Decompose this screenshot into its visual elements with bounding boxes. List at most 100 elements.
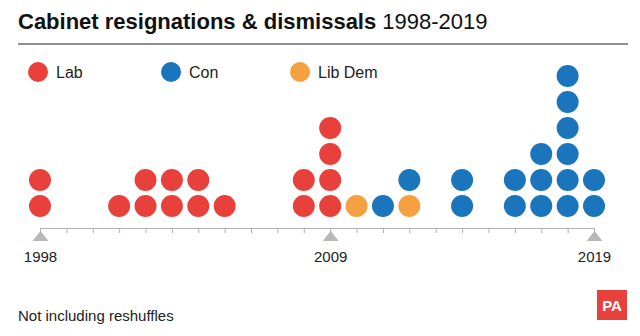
logo: PA (602, 297, 622, 314)
tick-mark (66, 228, 67, 233)
legend-swatch (161, 62, 181, 82)
tick (66, 228, 67, 233)
dot (398, 195, 420, 217)
dot (372, 195, 394, 217)
dot (451, 195, 473, 217)
dot (187, 169, 209, 191)
tick (93, 228, 94, 233)
tick-mark (488, 228, 489, 233)
tick-mark (357, 228, 358, 233)
tick-mark (409, 228, 410, 233)
tick (541, 228, 542, 233)
tick-mark (93, 228, 94, 233)
dot (557, 117, 579, 139)
tick (462, 228, 463, 233)
tick (488, 228, 489, 233)
tick (383, 228, 384, 233)
legend-item: Lib Dem (290, 62, 378, 82)
tick-mark (251, 228, 252, 233)
dot (557, 91, 579, 113)
tick-mark (172, 228, 173, 233)
tick-mark (198, 228, 199, 233)
dot (504, 169, 526, 191)
tick (119, 228, 120, 233)
tick: 1998 (24, 228, 57, 265)
tick-triangle (323, 231, 339, 241)
legend-label: Con (189, 64, 218, 81)
legend-swatch (290, 62, 310, 82)
dot (398, 169, 420, 191)
dot (161, 169, 183, 191)
tick-mark (146, 228, 147, 233)
tick-mark (462, 228, 463, 233)
dot (557, 195, 579, 217)
x-axis: 1998 2009 2019 (24, 228, 611, 265)
dot (451, 169, 473, 191)
footnote: Not including reshuffles (18, 307, 174, 324)
dot (187, 195, 209, 217)
dot (530, 143, 552, 165)
dot (161, 195, 183, 217)
dot (583, 169, 605, 191)
logo-box (597, 290, 627, 320)
dot (504, 195, 526, 217)
tick-mark (277, 228, 278, 233)
tick (146, 228, 147, 233)
tick-mark (383, 228, 384, 233)
chart: Cabinet resignations & dismissals1998-20… (0, 0, 640, 336)
tick (515, 228, 516, 233)
tick (436, 228, 437, 233)
tick: 2019 (578, 228, 611, 265)
dot (530, 169, 552, 191)
dot (557, 169, 579, 191)
tick-mark (304, 228, 305, 233)
subtitle: 1998-2019 (382, 9, 487, 34)
legend-item: Con (161, 62, 218, 82)
title-main: Cabinet resignations & dismissals (18, 9, 376, 34)
tick (409, 228, 410, 233)
dot (293, 169, 315, 191)
tick-mark (225, 228, 226, 233)
tick-label: 2019 (578, 248, 611, 265)
legend-label: Lab (56, 64, 83, 81)
dot (319, 195, 341, 217)
dot (583, 195, 605, 217)
dot (29, 195, 51, 217)
dot (319, 143, 341, 165)
tick (304, 228, 305, 233)
tick-triangle (587, 231, 603, 241)
title: Cabinet resignations & dismissals1998-20… (18, 9, 487, 34)
tick-mark (515, 228, 516, 233)
tick-mark (568, 228, 569, 233)
tick (225, 228, 226, 233)
axis-line (41, 228, 595, 229)
tick-triangle (33, 231, 49, 241)
dot (29, 169, 51, 191)
tick-label: 1998 (24, 248, 57, 265)
tick (198, 228, 199, 233)
tick-mark (436, 228, 437, 233)
tick (251, 228, 252, 233)
tick (568, 228, 569, 233)
dot (319, 169, 341, 191)
tick (172, 228, 173, 233)
plot-area (29, 65, 605, 217)
dot (557, 143, 579, 165)
legend-label: Lib Dem (318, 64, 378, 81)
dot (135, 169, 157, 191)
tick: 2009 (314, 228, 347, 265)
dot (135, 195, 157, 217)
tick (357, 228, 358, 233)
title-rule (18, 44, 628, 45)
legend-swatch (28, 62, 48, 82)
dot (214, 195, 236, 217)
dot (346, 195, 368, 217)
dot (530, 195, 552, 217)
legend-item: Lab (28, 62, 83, 82)
dot (293, 195, 315, 217)
tick (277, 228, 278, 233)
tick-mark (541, 228, 542, 233)
tick-mark (119, 228, 120, 233)
dot (557, 65, 579, 87)
tick-label: 2009 (314, 248, 347, 265)
